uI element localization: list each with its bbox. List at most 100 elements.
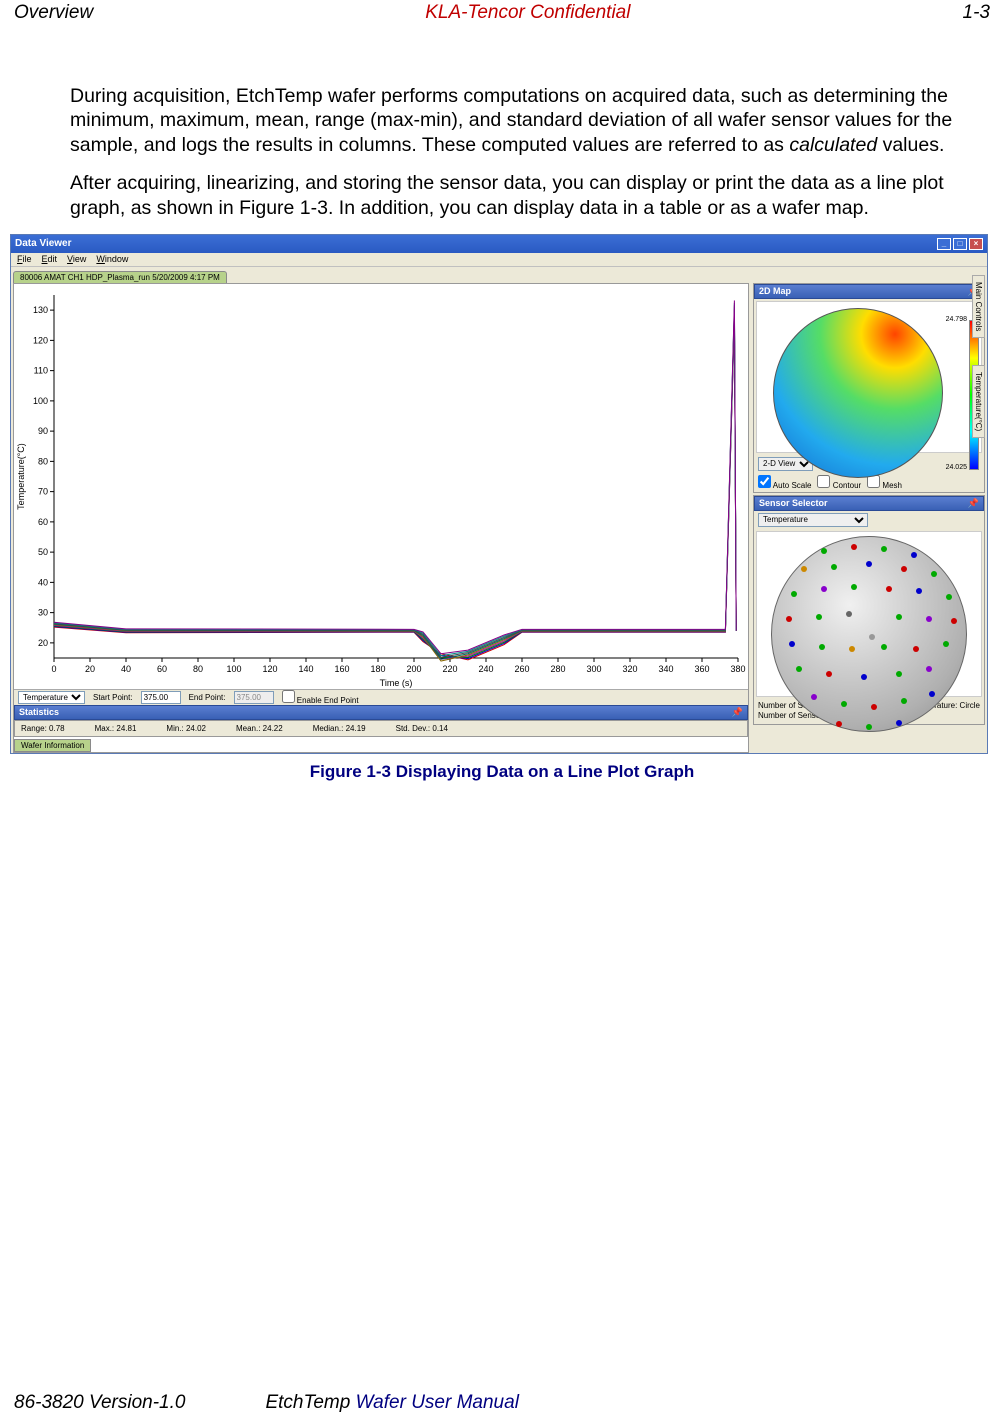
sensor-dot[interactable] [816,614,822,620]
svg-text:50: 50 [38,547,48,557]
svg-text:220: 220 [442,664,457,674]
selector-canvas [756,531,982,697]
start-label: Start Point: [93,693,133,702]
contour-check[interactable] [817,475,830,488]
grad-max: 24.798 [946,316,967,323]
sensor-dot[interactable] [911,552,917,558]
tab-row: 80006 AMAT CH1 HDP_Plasma_run 5/20/2009 … [11,267,987,283]
sensor-dot[interactable] [931,571,937,577]
sensor-dot[interactable] [929,691,935,697]
svg-text:300: 300 [586,664,601,674]
svg-text:0: 0 [51,664,56,674]
auto-scale-check[interactable] [758,475,771,488]
sensor-dot[interactable] [791,591,797,597]
stats-header: Statistics📌 [14,705,748,720]
svg-text:40: 40 [121,664,131,674]
svg-text:140: 140 [298,664,313,674]
sensor-dot[interactable] [886,586,892,592]
menu-window[interactable]: Window [96,254,128,264]
figure-caption: Figure 1-3 Displaying Data on a Line Plo… [0,762,1004,782]
chart-controls: Temperature Start Point: End Point: Enab… [14,689,748,705]
sensor-dot[interactable] [946,594,952,600]
svg-text:30: 30 [38,608,48,618]
sensor-dot[interactable] [851,584,857,590]
map-canvas: 24.798 24.025 [756,301,982,453]
svg-text:320: 320 [622,664,637,674]
side-tab-temp[interactable]: Temperature(°C) [972,365,985,438]
sensor-dot[interactable] [916,588,922,594]
sensor-dot[interactable] [896,614,902,620]
side-tab-main[interactable]: Main Controls [972,275,985,338]
pin-icon[interactable]: 📌 [968,498,979,509]
svg-text:380: 380 [730,664,745,674]
svg-text:20: 20 [85,664,95,674]
svg-text:Time (s): Time (s) [380,678,413,688]
svg-text:360: 360 [694,664,709,674]
sensor-dot[interactable] [821,548,827,554]
stats-panel: Range: 0.78 Max.: 24.81 Min.: 24.02 Mean… [14,720,748,737]
sensor-dot[interactable] [849,646,855,652]
sensor-dot[interactable] [796,666,802,672]
stat-min: Min.: 24.02 [166,724,206,733]
sensor-dot[interactable] [819,644,825,650]
start-input[interactable] [141,691,181,704]
pin-icon[interactable]: 📌 [732,707,743,718]
enable-end-checkbox[interactable]: Enable End Point [282,690,359,705]
sensor-dot[interactable] [866,561,872,567]
sensor-dot[interactable] [789,641,795,647]
svg-text:120: 120 [262,664,277,674]
measure-select[interactable]: Temperature [18,691,85,704]
minimize-button[interactable]: _ [937,238,951,250]
footer-version: 86-3820 Version-1.0 [14,1392,185,1414]
sensor-dot[interactable] [836,721,842,727]
sensor-dot[interactable] [841,701,847,707]
svg-text:160: 160 [334,664,349,674]
sensor-dot[interactable] [801,566,807,572]
sensor-dot[interactable] [821,586,827,592]
menu-file[interactable]: File [17,254,32,264]
main-area: 2030405060708090100110120130020406080100… [11,283,987,753]
footer-title: EtchTemp Wafer User Manual [265,1392,518,1414]
selector-dropdown-row: Temperature [754,511,984,529]
sensor-dot[interactable] [881,546,887,552]
left-pane: 2030405060708090100110120130020406080100… [13,283,749,753]
sensor-dot[interactable] [943,641,949,647]
menu-view[interactable]: View [67,254,86,264]
sensor-dot[interactable] [896,720,902,726]
svg-text:40: 40 [38,577,48,587]
window-buttons: _ □ × [937,238,983,250]
sensor-dot[interactable] [881,644,887,650]
sensor-dot[interactable] [786,616,792,622]
stat-range: Range: 0.78 [21,724,65,733]
maximize-button[interactable]: □ [953,238,967,250]
sensor-dot[interactable] [901,698,907,704]
stat-std: Std. Dev.: 0.14 [396,724,448,733]
data-tab[interactable]: 80006 AMAT CH1 HDP_Plasma_run 5/20/2009 … [13,271,227,283]
sensor-dot[interactable] [846,611,852,617]
page-header: Overview KLA-Tencor Confidential 1-3 [0,0,1004,24]
sensor-dot[interactable] [901,566,907,572]
selector-dropdown[interactable]: Temperature [758,513,868,527]
map-header: 2D Map📌 [754,284,984,299]
sensor-dot[interactable] [861,674,867,680]
menu-edit[interactable]: Edit [42,254,58,264]
sensor-dot[interactable] [866,724,872,730]
header-center: KLA-Tencor Confidential [425,2,630,24]
sensor-dot[interactable] [926,616,932,622]
close-button[interactable]: × [969,238,983,250]
sensor-dot[interactable] [826,671,832,677]
sensor-dot[interactable] [926,666,932,672]
svg-text:70: 70 [38,487,48,497]
sensor-dot[interactable] [913,646,919,652]
stat-median: Median.: 24.19 [313,724,366,733]
wafer-info-tab[interactable]: Wafer Information [14,739,91,752]
paragraph-2: After acquiring, linearizing, and storin… [70,171,974,220]
sensor-dot[interactable] [869,634,875,640]
sensor-dot[interactable] [851,544,857,550]
sensor-dot[interactable] [831,564,837,570]
sensor-dot[interactable] [811,694,817,700]
sensor-dot[interactable] [951,618,957,624]
svg-text:60: 60 [38,517,48,527]
sensor-dot[interactable] [896,671,902,677]
sensor-dot[interactable] [871,704,877,710]
